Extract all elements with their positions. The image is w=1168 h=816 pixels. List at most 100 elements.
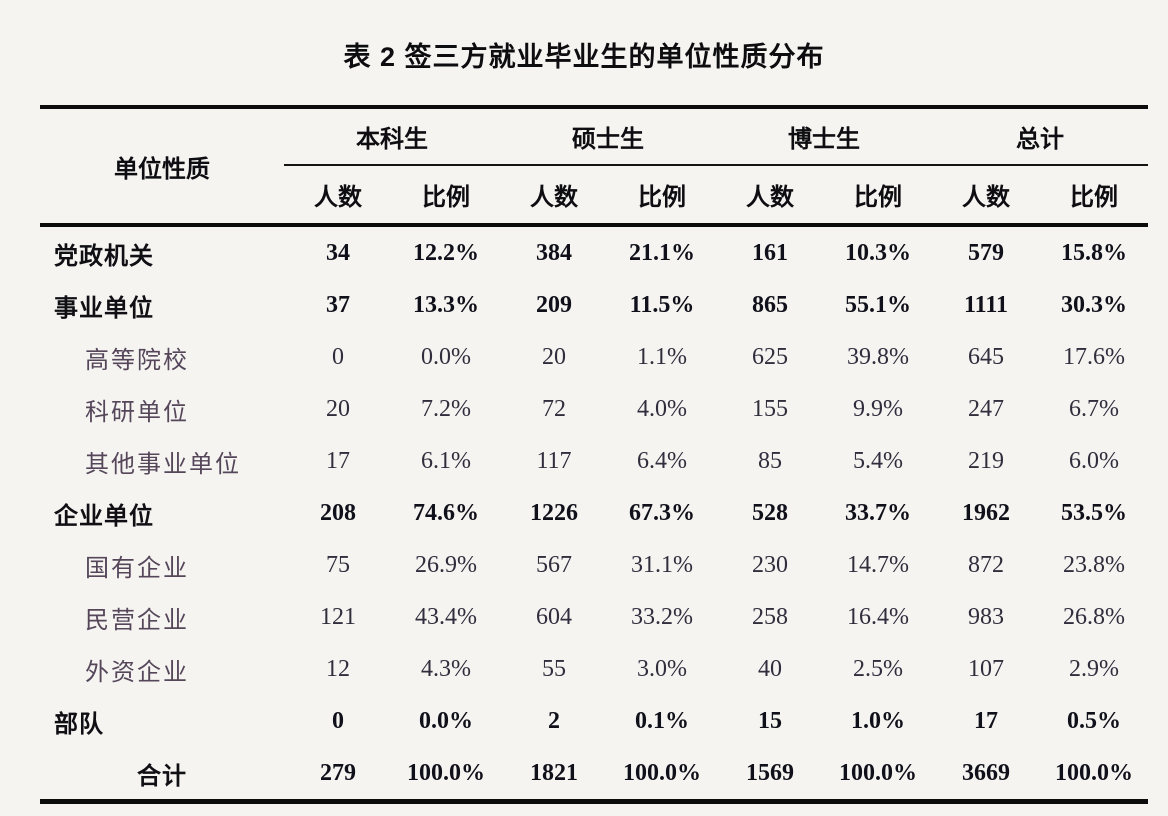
subheader-row: 人数 比例 人数 比例 人数 比例 人数 比例 xyxy=(40,165,1148,227)
cell-value: 72 xyxy=(542,395,566,422)
cell-value: 579 xyxy=(968,239,1004,266)
cell-value: 0 xyxy=(332,707,344,734)
cell-value: 209 xyxy=(536,291,572,318)
cell-value: 21.1% xyxy=(629,239,695,266)
group-header-total: 总计 xyxy=(932,107,1148,166)
cell-value: 31.1% xyxy=(631,551,693,578)
cell-value: 1.1% xyxy=(637,343,687,370)
row-label: 合计 xyxy=(137,762,187,790)
table-row: 合计 279 100.0% 1821 100.0% 1569 100.0% 3669 100.0… xyxy=(40,747,1148,802)
cell-value: 39.8% xyxy=(847,343,909,370)
cell-value: 1111 xyxy=(963,291,1009,318)
cell-value: 161 xyxy=(752,239,788,266)
cell-value: 15.8% xyxy=(1061,239,1127,266)
cell-value: 12.2% xyxy=(413,239,479,266)
cell-value: 208 xyxy=(320,499,356,526)
subheader-count-doctoral: 人数 xyxy=(716,165,824,227)
cell-value: 872 xyxy=(968,551,1004,578)
cell-value: 3.0% xyxy=(637,655,687,682)
cell-value: 37 xyxy=(326,291,350,318)
cell-value: 23.8% xyxy=(1063,551,1125,578)
column-header-unit-nature: 单位性质 xyxy=(40,107,284,227)
cell-value: 17 xyxy=(974,707,998,734)
table-row: 国有企业 75 26.9% 567 31.1% 230 14.7% 872 23.8% xyxy=(40,539,1148,591)
cell-value: 107 xyxy=(968,655,1004,682)
cell-value: 384 xyxy=(536,239,572,266)
cell-value: 100.0% xyxy=(623,759,701,786)
row-label: 事业单位 xyxy=(54,294,154,322)
cell-value: 10.3% xyxy=(845,239,911,266)
cell-value: 30.3% xyxy=(1061,291,1127,318)
row-label: 科研单位 xyxy=(85,399,189,426)
subheader-ratio-doctoral: 比例 xyxy=(824,165,932,227)
cell-value: 100.0% xyxy=(407,759,485,786)
cell-value: 219 xyxy=(968,447,1004,474)
row-label: 外资企业 xyxy=(85,659,189,686)
cell-value: 74.6% xyxy=(413,499,479,526)
subheader-ratio-master: 比例 xyxy=(608,165,716,227)
table-row: 党政机关 34 12.2% 384 21.1% 161 10.3% 579 15.8% xyxy=(40,225,1148,279)
row-label: 民营企业 xyxy=(85,607,189,634)
cell-value: 9.9% xyxy=(853,395,903,422)
cell-value: 17 xyxy=(326,447,350,474)
cell-value: 1.0% xyxy=(851,707,905,734)
cell-value: 258 xyxy=(752,603,788,630)
cell-value: 17.6% xyxy=(1063,343,1125,370)
cell-value: 43.4% xyxy=(415,603,477,630)
cell-value: 2 xyxy=(548,707,560,734)
cell-value: 85 xyxy=(758,447,782,474)
cell-value: 34 xyxy=(326,239,350,266)
subheader-count-total: 人数 xyxy=(932,165,1040,227)
cell-value: 604 xyxy=(536,603,572,630)
cell-value: 7.2% xyxy=(421,395,471,422)
cell-value: 100.0% xyxy=(1055,759,1133,786)
cell-value: 528 xyxy=(752,499,788,526)
table-title: 表 2 签三方就业毕业生的单位性质分布 xyxy=(343,42,825,72)
cell-value: 1821 xyxy=(530,759,578,786)
table-header: 单位性质 本科生 硕士生 博士生 总计 人数 比例 人数 比例 人数 比例 人数… xyxy=(40,107,1148,227)
cell-value: 625 xyxy=(752,343,788,370)
subheader-count-master: 人数 xyxy=(500,165,608,227)
cell-value: 0.1% xyxy=(635,707,689,734)
cell-value: 4.0% xyxy=(637,395,687,422)
cell-value: 55 xyxy=(542,655,566,682)
cell-value: 14.7% xyxy=(847,551,909,578)
table-row: 其他事业单位 17 6.1% 117 6.4% 85 5.4% 219 6.0% xyxy=(40,435,1148,487)
table-row: 民营企业 121 43.4% 604 33.2% 258 16.4% 983 26.8% xyxy=(40,591,1148,643)
cell-value: 75 xyxy=(326,551,350,578)
subheader-ratio-undergraduate: 比例 xyxy=(392,165,500,227)
cell-value: 0.5% xyxy=(1067,707,1121,734)
table-row: 高等院校 0 0.0% 20 1.1% 625 39.8% 645 17.6% xyxy=(40,331,1148,383)
unit-nature-distribution-table: 单位性质 本科生 硕士生 博士生 总计 人数 比例 人数 比例 人数 比例 人数… xyxy=(40,105,1148,804)
table-body: 党政机关 34 12.2% 384 21.1% 161 10.3% 579 15.8% 事业单位 3… xyxy=(40,225,1148,802)
table-row: 事业单位 37 13.3% 209 11.5% 865 55.1% 1111 30.3% xyxy=(40,279,1148,331)
cell-value: 121 xyxy=(320,603,356,630)
cell-value: 0.0% xyxy=(421,343,471,370)
cell-value: 2.9% xyxy=(1069,655,1119,682)
cell-value: 53.5% xyxy=(1061,499,1127,526)
cell-value: 1569 xyxy=(746,759,794,786)
cell-value: 155 xyxy=(752,395,788,422)
cell-value: 865 xyxy=(752,291,788,318)
cell-value: 12 xyxy=(326,655,350,682)
cell-value: 33.2% xyxy=(631,603,693,630)
table-row: 外资企业 12 4.3% 55 3.0% 40 2.5% 107 2.9% xyxy=(40,643,1148,695)
cell-value: 6.7% xyxy=(1069,395,1119,422)
table-row: 科研单位 20 7.2% 72 4.0% 155 9.9% 247 6.7% xyxy=(40,383,1148,435)
cell-value: 5.4% xyxy=(853,447,903,474)
cell-value: 26.8% xyxy=(1063,603,1125,630)
table-row: 部队 0 0.0% 2 0.1% 15 1.0% 17 0.5% xyxy=(40,695,1148,747)
cell-value: 2.5% xyxy=(853,655,903,682)
subheader-count-undergraduate: 人数 xyxy=(284,165,392,227)
cell-value: 13.3% xyxy=(413,291,479,318)
cell-value: 6.0% xyxy=(1069,447,1119,474)
row-label: 企业单位 xyxy=(54,502,154,530)
cell-value: 20 xyxy=(326,395,350,422)
group-header-doctoral: 博士生 xyxy=(716,107,932,166)
cell-value: 3669 xyxy=(962,759,1010,786)
row-label: 其他事业单位 xyxy=(85,451,241,478)
row-label: 国有企业 xyxy=(85,555,189,582)
cell-value: 100.0% xyxy=(839,759,917,786)
cell-value: 645 xyxy=(968,343,1004,370)
